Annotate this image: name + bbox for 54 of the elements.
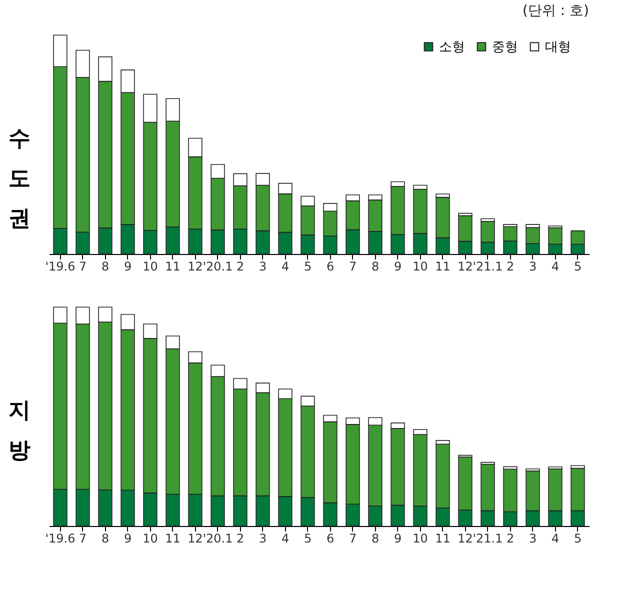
x-tick-label: 11 bbox=[165, 532, 180, 546]
x-tick-label: 3 bbox=[528, 260, 537, 274]
x-tick-label: 5 bbox=[304, 532, 312, 546]
x-tick-label: 10 bbox=[412, 260, 428, 274]
x-tick-label: 5 bbox=[574, 532, 582, 546]
x-tick-label: 7 bbox=[78, 532, 87, 546]
x-tick-label: 3 bbox=[258, 260, 267, 274]
x-tick-label: 2 bbox=[506, 532, 514, 546]
x-tick-label: 4 bbox=[551, 532, 560, 546]
x-tick-label: 5 bbox=[574, 260, 582, 274]
x-tick-label: '21.1 bbox=[472, 260, 503, 274]
x-tick-label: 2 bbox=[236, 260, 244, 274]
x-tick-label: 7 bbox=[348, 260, 357, 274]
x-tick-label: 11 bbox=[435, 532, 450, 546]
x-tick-label: 4 bbox=[281, 260, 290, 274]
y-axis-title: 지방 bbox=[8, 398, 30, 464]
x-tick-label: 4 bbox=[281, 532, 290, 546]
x-tick-label: '21.1 bbox=[472, 532, 503, 546]
y-axis-title: 수도권 bbox=[8, 126, 30, 232]
x-tick-label: 12 bbox=[188, 532, 203, 546]
x-tick-label: 12 bbox=[458, 260, 473, 274]
x-tick-label: 6 bbox=[326, 532, 334, 546]
x-tick-label: 8 bbox=[371, 260, 380, 274]
x-tick-label: 11 bbox=[435, 260, 450, 274]
chart-subtitle: (단위 : 호) bbox=[522, 3, 589, 19]
x-tick-label: 8 bbox=[101, 260, 110, 274]
x-tick-label: 2 bbox=[236, 532, 244, 546]
x-tick-label: 10 bbox=[142, 260, 158, 274]
x-tick-label: 2 bbox=[506, 260, 514, 274]
x-tick-label: '19.6 bbox=[45, 532, 76, 546]
x-tick-label: 9 bbox=[124, 260, 132, 274]
x-tick-label: '19.6 bbox=[45, 260, 76, 274]
x-tick-label: 9 bbox=[394, 260, 402, 274]
x-tick-label: 7 bbox=[348, 532, 357, 546]
x-tick-label: 3 bbox=[258, 532, 267, 546]
x-tick-label: 12 bbox=[458, 532, 473, 546]
x-tick-label: 6 bbox=[326, 260, 334, 274]
x-tick-label: 7 bbox=[78, 260, 87, 274]
x-tick-label: 4 bbox=[551, 260, 560, 274]
legend-label: 대형 bbox=[545, 40, 571, 55]
x-tick-label: 8 bbox=[101, 532, 110, 546]
x-tick-label: 5 bbox=[304, 260, 312, 274]
x-tick-label: 11 bbox=[165, 260, 180, 274]
legend-label: 중형 bbox=[492, 40, 518, 55]
x-tick-label: '20.1 bbox=[202, 260, 233, 274]
x-tick-label: 9 bbox=[124, 532, 132, 546]
x-tick-label: 12 bbox=[188, 260, 203, 274]
x-tick-label: 10 bbox=[412, 532, 428, 546]
x-tick-label: 3 bbox=[528, 532, 537, 546]
x-tick-label: 9 bbox=[394, 532, 402, 546]
x-tick-label: 10 bbox=[142, 532, 158, 546]
x-tick-label: '20.1 bbox=[202, 532, 233, 546]
legend-label: 소형 bbox=[439, 40, 465, 55]
x-tick-label: 8 bbox=[371, 532, 380, 546]
